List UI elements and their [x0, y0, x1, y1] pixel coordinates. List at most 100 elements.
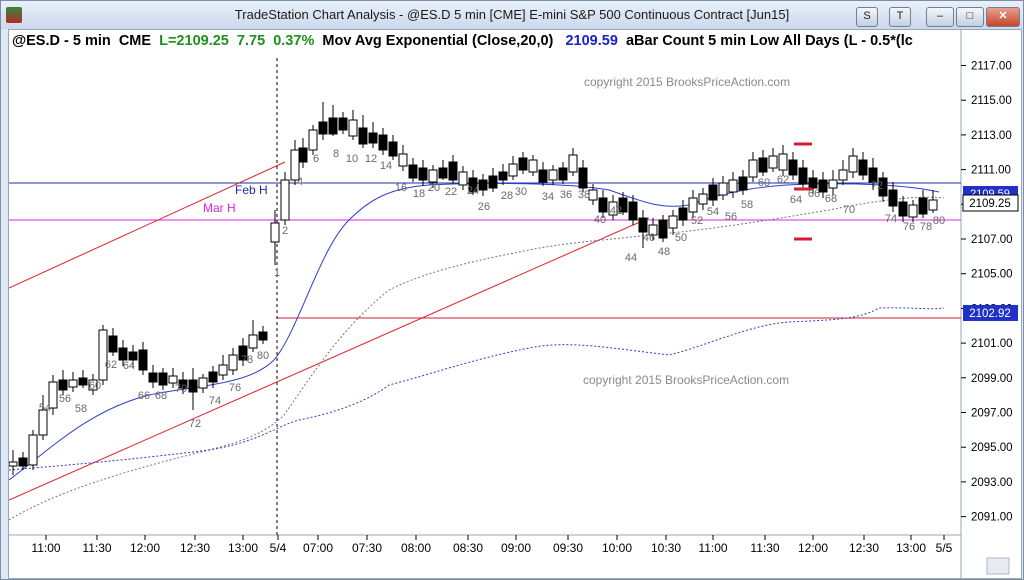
- candle-body: [290, 149, 300, 181]
- level-price-flag-text: 2102.92: [969, 308, 1011, 320]
- candle-body: [598, 197, 608, 213]
- candle-body: [58, 379, 68, 391]
- candle-body: [678, 207, 688, 221]
- bar-count-label: 64: [790, 194, 802, 206]
- time-axis-label: 11:00: [31, 541, 60, 555]
- price-axis-label: 2097.00: [971, 408, 1013, 420]
- bar-count-label: 14: [380, 160, 392, 172]
- candle-body: [28, 434, 38, 466]
- blue-dotted-band: [9, 307, 945, 471]
- candle-body: [298, 147, 308, 163]
- bar-count-label: 26: [478, 201, 490, 213]
- bar-count-label: 62: [105, 359, 117, 371]
- candle-body: [428, 169, 438, 183]
- chart-status-line: @ES.D - 5 min CME L=2109.25 7.75 0.37% M…: [12, 33, 913, 49]
- candle-body: [738, 176, 748, 191]
- bar-count-label: 72: [189, 418, 201, 430]
- bar-count-label: 70: [843, 204, 855, 216]
- bar-count-label: 50: [675, 232, 687, 244]
- bar-count-label: 54: [707, 206, 719, 218]
- time-axis-label: 12:00: [130, 541, 160, 555]
- bar-count-label: 42: [610, 205, 622, 217]
- candle-body: [568, 154, 578, 173]
- candle-body: [128, 351, 138, 361]
- candle-body: [138, 349, 148, 371]
- candle-body: [838, 169, 848, 181]
- exchange-label: CME: [118, 33, 152, 49]
- candle-body: [718, 182, 728, 196]
- maximize-button[interactable]: □: [956, 7, 984, 27]
- candle-body: [698, 193, 708, 205]
- candle-body: [868, 167, 878, 183]
- minimize-button[interactable]: –: [926, 7, 954, 27]
- bar-count-label: 36: [560, 189, 572, 201]
- bar-count-label: 76: [903, 221, 915, 233]
- bar-count-label: 40: [594, 214, 606, 226]
- candle-body: [148, 372, 158, 383]
- bar-count-label: 56: [725, 211, 737, 223]
- close-button[interactable]: ✕: [986, 7, 1020, 27]
- candle-body: [858, 159, 868, 176]
- bar-count-label: 68: [825, 193, 837, 205]
- candle-body: [828, 179, 838, 189]
- candle-body: [308, 129, 318, 151]
- chart-window[interactable]: @ES.D - 5 min CME L=2109.25 7.75 0.37% M…: [8, 29, 1022, 579]
- candle-body: [758, 157, 768, 173]
- watermark-bottom: copyright 2015 BrooksPriceAction.com: [583, 373, 789, 387]
- last-price-label: L=2109.25: [159, 33, 229, 49]
- time-axis-label: 12:30: [849, 541, 879, 555]
- bar-count-label: 66: [138, 390, 150, 402]
- candle-body: [78, 377, 88, 386]
- upper-trend-line: [9, 161, 286, 289]
- candle-body: [898, 201, 908, 217]
- bar-count-label: 34: [542, 191, 554, 203]
- bar-count-label: 24: [467, 185, 479, 197]
- candle-body: [588, 189, 598, 201]
- time-axis-label: 5/5: [936, 541, 953, 555]
- candle-body: [118, 347, 128, 361]
- time-axis-label: 07:00: [303, 541, 333, 555]
- bar-count-label: 52: [691, 215, 703, 227]
- time-axis-label: 11:30: [750, 541, 779, 555]
- candle-body: [208, 371, 218, 383]
- price-axis-label: 2117.00: [971, 61, 1012, 73]
- net-change-label: 7.75: [236, 33, 266, 49]
- candle-body: [378, 134, 388, 151]
- title-bar[interactable]: TradeStation Chart Analysis - @ES.D 5 mi…: [1, 1, 1023, 29]
- resize-grip[interactable]: [986, 557, 1010, 575]
- time-axis-label: 11:30: [82, 541, 111, 555]
- time-axis-label: 10:30: [651, 541, 681, 555]
- time-axis-label: 09:00: [501, 541, 531, 555]
- candle-body: [668, 215, 678, 229]
- percent-change-label: 0.37%: [273, 33, 315, 49]
- candle-body: [918, 197, 928, 215]
- candle-body: [788, 159, 798, 176]
- study-value-label: 2109.59: [565, 33, 618, 49]
- time-axis-label: 11:00: [698, 541, 727, 555]
- t-dropdown-button[interactable]: T: [889, 7, 911, 27]
- candle-body: [270, 222, 280, 243]
- last-price-flag: [962, 194, 1019, 212]
- candle-body: [368, 132, 378, 144]
- bar-count-label: 54: [39, 402, 51, 414]
- bar-count-label: 46: [643, 232, 655, 244]
- candle-body: [468, 177, 478, 193]
- price-chart[interactable]: 2117.002115.002113.002111.002109.002107.…: [9, 30, 1021, 578]
- time-axis-label: 5/4: [270, 541, 287, 555]
- candle-body: [688, 197, 698, 213]
- bar-count-label: 68: [155, 390, 167, 402]
- candle-body: [658, 219, 668, 239]
- s-dropdown-button[interactable]: S: [856, 7, 878, 27]
- bar-count-label: 72: [871, 180, 883, 192]
- watermark-top: copyright 2015 BrooksPriceAction.com: [584, 75, 790, 89]
- candle-body: [398, 153, 408, 167]
- candle-body: [168, 375, 178, 384]
- candle-body: [418, 167, 428, 181]
- candle-body: [38, 409, 48, 436]
- candle-body: [448, 161, 458, 181]
- candle-body: [778, 153, 788, 171]
- candle-body: [768, 155, 778, 169]
- window-title: TradeStation Chart Analysis - @ES.D 5 mi…: [234, 7, 790, 22]
- candle-body: [878, 177, 888, 197]
